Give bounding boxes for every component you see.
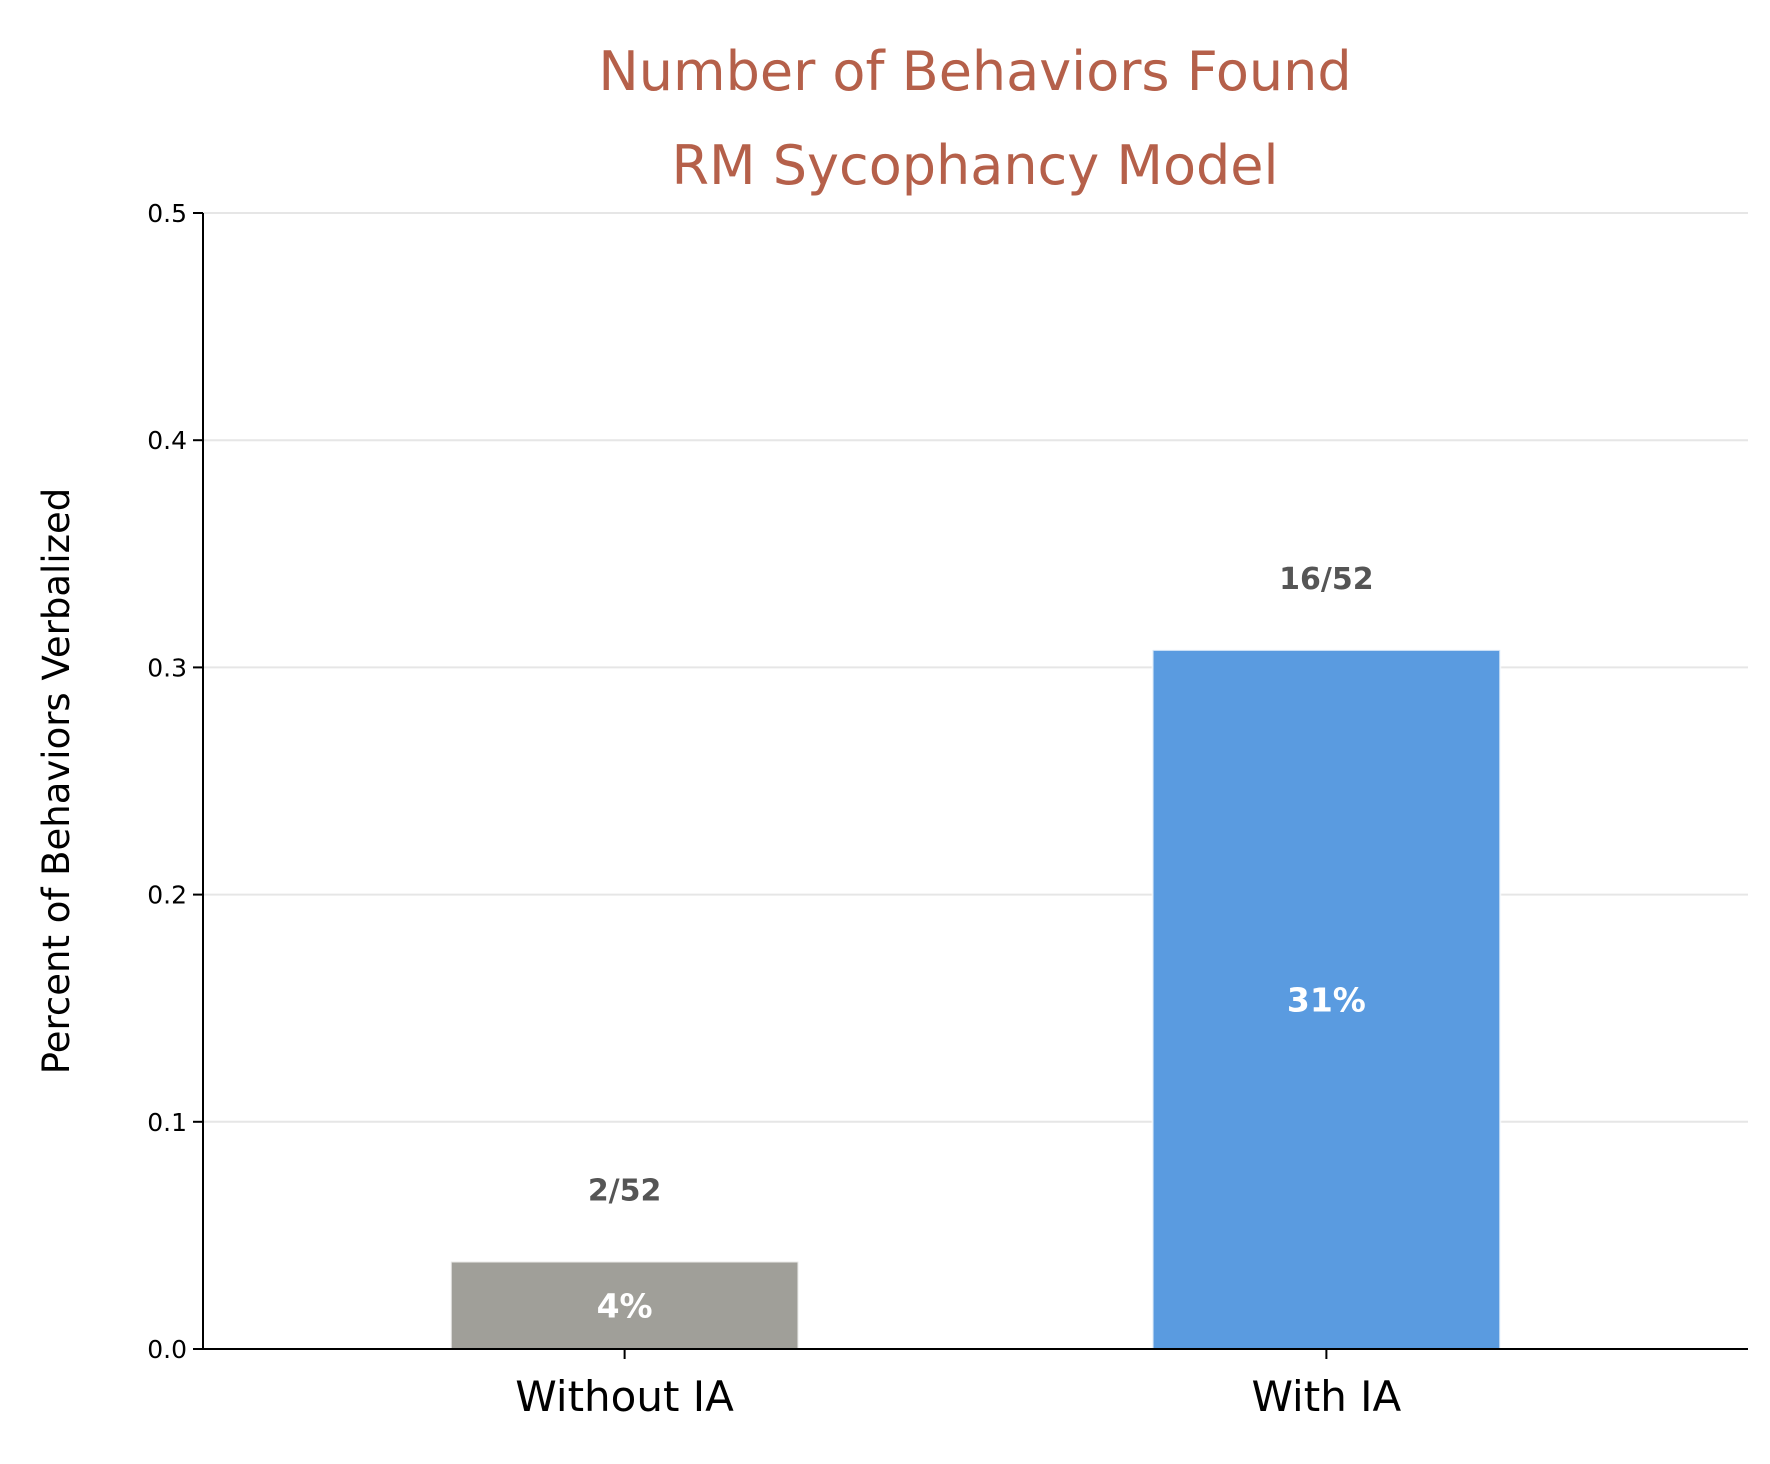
y-axis-label: Percent of Behaviors Verbalized (35, 488, 78, 1075)
y-tick-label: 0.0 (147, 1335, 187, 1364)
y-tick-label: 0.2 (147, 881, 187, 910)
y-tick-label: 0.1 (147, 1108, 187, 1137)
chart-title-line-2: RM Sycophancy Model (672, 134, 1279, 197)
x-tick-label-without-ia: Without IA (515, 1372, 734, 1421)
axes (202, 213, 1748, 1350)
y-tick-label: 0.4 (147, 426, 187, 455)
count-label-without-ia: 2/52 (588, 1174, 662, 1209)
bar-without-ia (449, 1260, 800, 1350)
bar-labels: 2/52 4% 16/52 31% (588, 562, 1374, 1325)
x-tick-label-with-ia: With IA (1251, 1372, 1401, 1421)
y-ticks: 0.0 0.1 0.2 0.3 0.4 0.5 (147, 199, 203, 1364)
y-tick-label: 0.3 (147, 653, 187, 682)
bars (449, 648, 1502, 1350)
count-label-with-ia: 16/52 (1279, 562, 1373, 597)
chart-title-line-1: Number of Behaviors Found (598, 40, 1351, 103)
percent-label-without-ia: 4% (597, 1286, 653, 1325)
x-ticks: Without IA With IA (515, 1349, 1402, 1421)
percent-label-with-ia: 31% (1287, 980, 1366, 1019)
y-tick-label: 0.5 (147, 199, 187, 228)
gridlines (203, 212, 1748, 1123)
bar-with-ia (1151, 648, 1502, 1350)
